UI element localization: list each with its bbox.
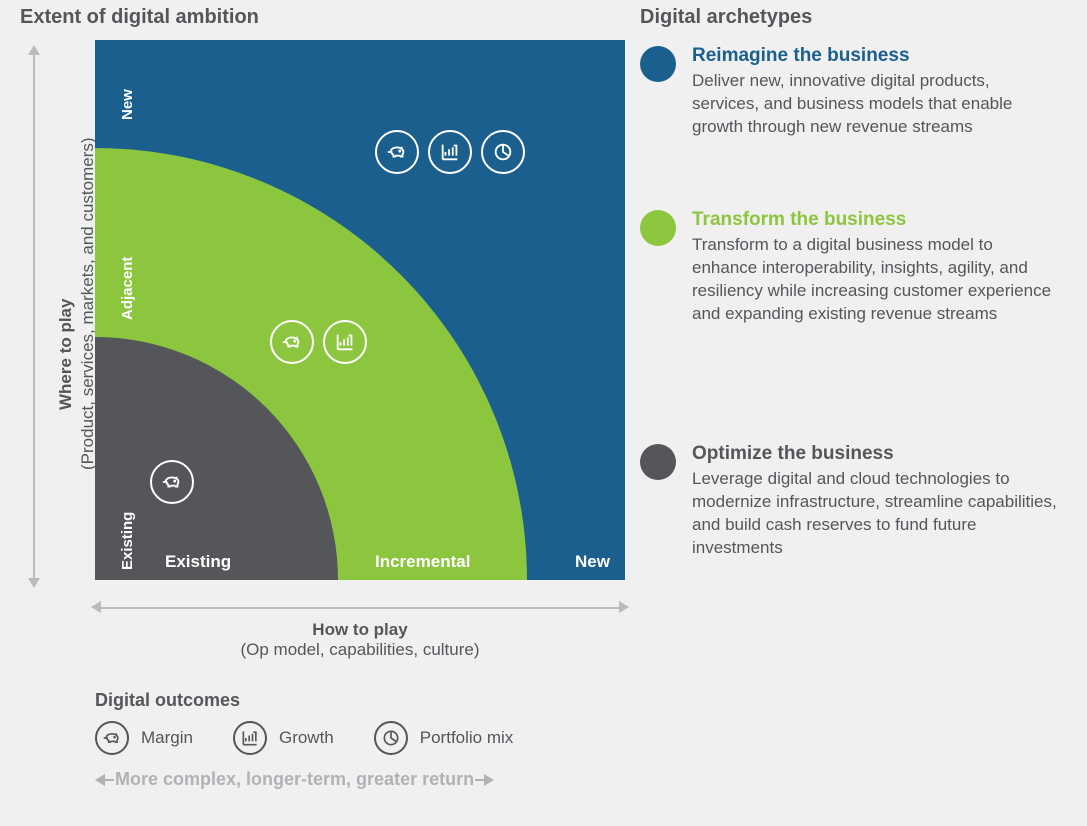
pie-icon <box>481 130 525 174</box>
piggy-icon <box>375 130 419 174</box>
piggy-icon <box>95 721 129 755</box>
archetype-optimize: Optimize the business Leverage digital a… <box>640 442 1060 560</box>
growth-icon <box>233 721 267 755</box>
archetype-description: Deliver new, innovative digital products… <box>692 70 1060 139</box>
arrow-left-icon <box>95 774 105 786</box>
archetype-description: Leverage digital and cloud technologies … <box>692 468 1060 560</box>
y-axis-title: Where to play <box>56 299 76 410</box>
complexity-label: More complex, longer-term, greater retur… <box>115 769 474 790</box>
outcomes-section: Digital outcomes Margin Growth Portfolio… <box>95 690 635 790</box>
y-band-adjacent: Adjacent <box>119 257 136 320</box>
piggy-icon <box>270 320 314 364</box>
archetype-dot <box>640 210 676 246</box>
x-band-new: New <box>575 552 610 572</box>
archetype-heading: Optimize the business <box>692 442 1060 466</box>
y-band-new: New <box>119 89 136 120</box>
outcomes-title: Digital outcomes <box>95 690 635 711</box>
complexity-row: More complex, longer-term, greater retur… <box>95 769 635 790</box>
growth-icon <box>323 320 367 364</box>
archetype-reimagine: Reimagine the business Deliver new, inno… <box>640 44 1060 139</box>
archetype-dot <box>640 46 676 82</box>
ambition-chart: Existing Adjacent New Existing Increment… <box>95 40 625 580</box>
archetype-description: Transform to a digital business model to… <box>692 234 1060 326</box>
archetype-heading: Transform the business <box>692 208 1060 232</box>
archetypes-title: Digital archetypes <box>640 6 812 29</box>
x-band-existing: Existing <box>165 552 231 572</box>
x-axis-title: How to play <box>312 620 407 639</box>
y-band-existing: Existing <box>119 512 136 570</box>
arrow-right-icon <box>484 774 494 786</box>
x-axis-block: How to play (Op model, capabilities, cul… <box>95 620 625 660</box>
x-axis-subtitle: (Op model, capabilities, culture) <box>240 640 479 659</box>
growth-icon <box>428 130 472 174</box>
pie-icon <box>374 721 408 755</box>
piggy-icon <box>150 460 194 504</box>
outcome-label: Growth <box>279 728 334 748</box>
outcome-label: Margin <box>141 728 193 748</box>
outcome-label: Portfolio mix <box>420 728 514 748</box>
page-title: Extent of digital ambition <box>20 6 259 29</box>
archetype-heading: Reimagine the business <box>692 44 1060 68</box>
x-band-incremental: Incremental <box>375 552 470 572</box>
archetype-transform: Transform the business Transform to a di… <box>640 208 1060 326</box>
outcomes-row: Margin Growth Portfolio mix <box>95 721 635 755</box>
archetype-dot <box>640 444 676 480</box>
